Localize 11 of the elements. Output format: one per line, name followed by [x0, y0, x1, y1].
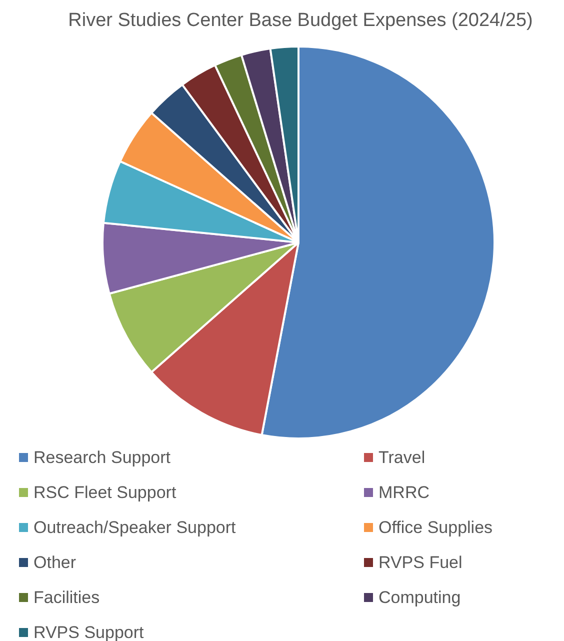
legend-label: Office Supplies [378, 518, 493, 537]
legend-label: Computing [378, 588, 461, 607]
legend-label: MRRC [378, 483, 430, 502]
chart-title: River Studies Center Base Budget Expenses (2024/25) [68, 10, 533, 31]
legend-label: Facilities [34, 588, 100, 607]
legend-label: Research Support [34, 448, 171, 467]
legend-label: Other [34, 553, 76, 572]
legend-label: RSC Fleet Support [34, 483, 176, 502]
legend-label: Travel [378, 448, 426, 467]
legend-label: RVPS Fuel [378, 553, 462, 572]
legend-label: Outreach/Speaker Support [34, 518, 236, 537]
